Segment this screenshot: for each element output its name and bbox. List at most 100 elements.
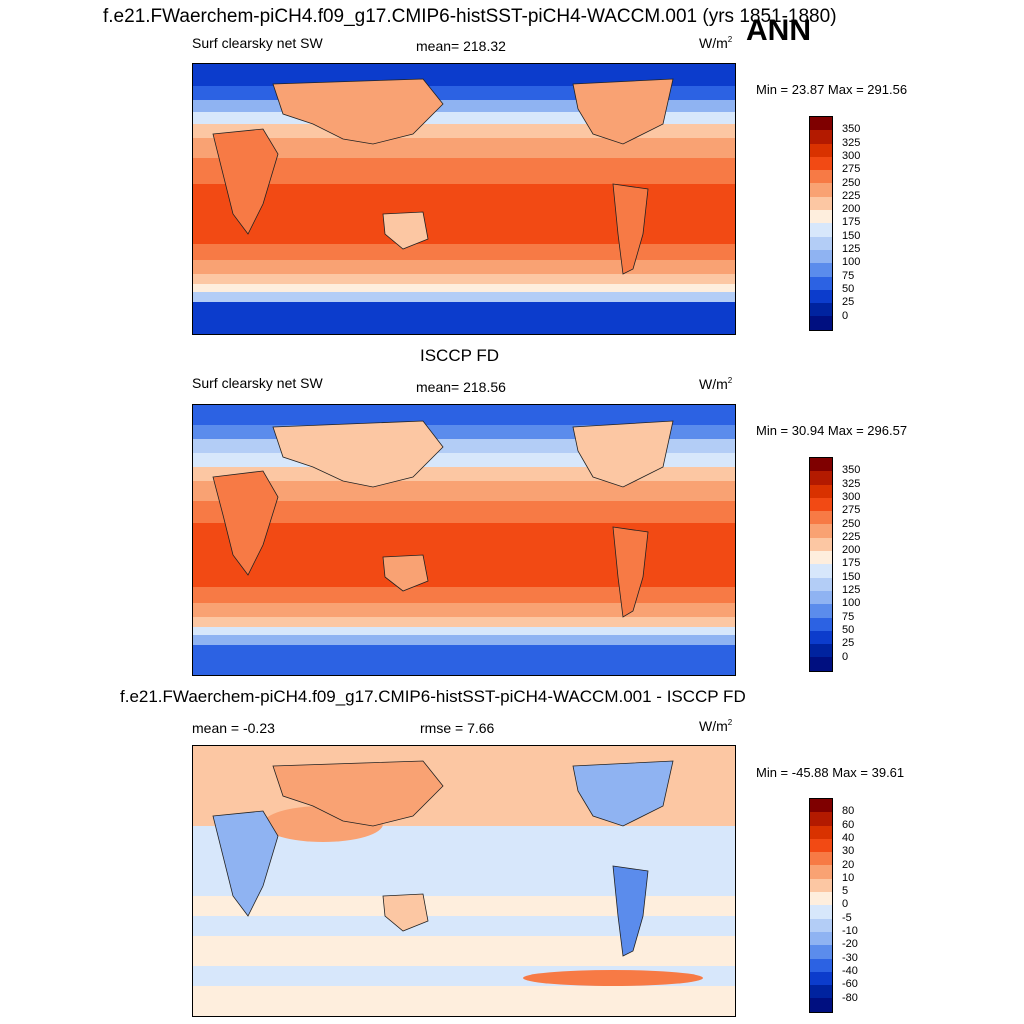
colorbar-diff [809, 798, 833, 1013]
colorbar-tick-label: 250 [842, 176, 861, 189]
colorbar-tick-label: 300 [842, 149, 861, 162]
map-obs [192, 404, 736, 676]
colorbar-tick-label: 350 [842, 123, 861, 136]
colorbar-tick-label: 350 [842, 464, 861, 477]
colorbar-swatch [810, 657, 832, 671]
colorbar-tick-label: 225 [842, 530, 861, 543]
colorbar-swatch [810, 577, 832, 591]
mean-label: mean = -0.23 [192, 720, 275, 736]
colorbar-tick-label: -10 [842, 925, 858, 937]
map-diff [192, 745, 736, 1017]
colorbar-tick-label: -60 [842, 978, 858, 991]
colorbar-swatch [810, 931, 832, 946]
colorbar-swatch [810, 263, 832, 277]
colorbar-swatch [810, 537, 832, 552]
colorbar-swatch [810, 590, 832, 605]
colorbar-tick-label: 325 [842, 136, 861, 149]
colorbar-swatch [810, 236, 832, 250]
colorbar-tick-label: 80 [842, 805, 855, 818]
colorbar-swatch [810, 971, 832, 986]
units-label: W/m2 [699, 376, 733, 392]
colorbar-swatch [810, 551, 832, 565]
colorbar-swatch [810, 892, 832, 906]
colorbar-swatch [810, 958, 832, 972]
colorbar-swatch [810, 564, 832, 578]
colorbar-swatch [810, 117, 832, 131]
colorbar-tick-label: 100 [842, 597, 861, 610]
colorbar-tick-label: 200 [842, 203, 861, 216]
continents-obs [212, 420, 674, 618]
colorbar-tick-label: 40 [842, 831, 855, 844]
colorbar-swatch [810, 878, 832, 893]
colorbar-tick-label: -20 [842, 938, 858, 951]
colorbar-tick-label: 250 [842, 517, 861, 530]
colorbar-swatch [810, 210, 832, 224]
colorbar-tick-label: 0 [842, 898, 849, 911]
colorbar-tick-label: 150 [842, 570, 861, 583]
colorbar-tick-label: 5 [842, 885, 849, 898]
colorbar-swatch [810, 170, 832, 184]
minmax-label: Min = 23.87 Max = 291.56 [756, 82, 908, 97]
colorbar-swatch [810, 249, 832, 264]
colorbar-swatch [810, 303, 832, 317]
colorbar-swatch [810, 852, 832, 866]
season-label: ANN [746, 14, 811, 47]
colorbar-tick-label: 60 [842, 818, 855, 831]
colorbar-tick-label: 75 [842, 269, 855, 282]
colorbar-swatch [810, 630, 832, 645]
panel-title: f.e21.FWaerchem-piCH4.f09_g17.CMIP6-hist… [120, 687, 746, 706]
colorbar-swatch [810, 130, 832, 144]
colorbar-model [809, 116, 833, 331]
colorbar-swatch [810, 838, 832, 853]
colorbar-swatch [810, 484, 832, 498]
colorbar-tick-label: 25 [842, 296, 855, 309]
variable-label: Surf clearsky net SW [192, 35, 323, 51]
panel-title: ISCCP FD [420, 346, 500, 365]
colorbar-tick-label: 25 [842, 637, 855, 650]
colorbar-tick-label: 200 [842, 544, 861, 557]
rmse-label: rmse = 7.66 [420, 720, 495, 736]
colorbar-tick-label: 0 [842, 309, 849, 322]
map-diff-field [193, 746, 735, 1016]
colorbar-tick-label: 175 [842, 557, 861, 570]
colorbar-tick-label: -30 [842, 951, 858, 964]
colorbar-swatch [810, 905, 832, 919]
colorbar-tick-label: 325 [842, 477, 861, 490]
colorbar-tick-label: 275 [842, 163, 861, 176]
colorbar-tick-label: 150 [842, 229, 861, 242]
colorbar-tick-label: 225 [842, 189, 861, 202]
colorbar-tick-label: 50 [842, 282, 855, 295]
colorbar-swatch [810, 316, 832, 330]
colorbar-swatch [810, 617, 832, 631]
units-label: W/m2 [699, 718, 733, 734]
colorbar-swatch [810, 998, 832, 1012]
colorbar-swatch [810, 223, 832, 237]
colorbar-tick-label: 10 [842, 871, 855, 884]
colorbar-tick-label: 125 [842, 584, 861, 596]
colorbar-tick-label: 175 [842, 216, 861, 229]
colorbar-tick-label: 125 [842, 243, 861, 255]
colorbar-tick-label: 75 [842, 610, 855, 623]
colorbar-swatch [810, 918, 832, 932]
map-model-field [193, 64, 735, 334]
colorbar-swatch [810, 865, 832, 879]
colorbar-swatch [810, 196, 832, 211]
colorbar-swatch [810, 524, 832, 538]
colorbar-swatch [810, 497, 832, 512]
colorbar-swatch [810, 644, 832, 658]
colorbar-tick-label: 0 [842, 650, 849, 663]
colorbar-obs [809, 457, 833, 672]
colorbar-tick-label: -5 [842, 911, 852, 924]
colorbar-swatch [810, 143, 832, 157]
units-label: W/m2 [699, 35, 733, 51]
colorbar-swatch [810, 945, 832, 959]
continents-model [212, 78, 674, 275]
colorbar-swatch [810, 156, 832, 171]
mean-label: mean= 218.56 [416, 379, 506, 395]
colorbar-swatch [810, 812, 832, 826]
colorbar-swatch [810, 604, 832, 618]
colorbar-tick-label: 100 [842, 256, 861, 269]
colorbar-tick-label: -80 [842, 991, 858, 1004]
colorbar-tick-label: 275 [842, 504, 861, 517]
colorbar-tick-label: 300 [842, 490, 861, 503]
